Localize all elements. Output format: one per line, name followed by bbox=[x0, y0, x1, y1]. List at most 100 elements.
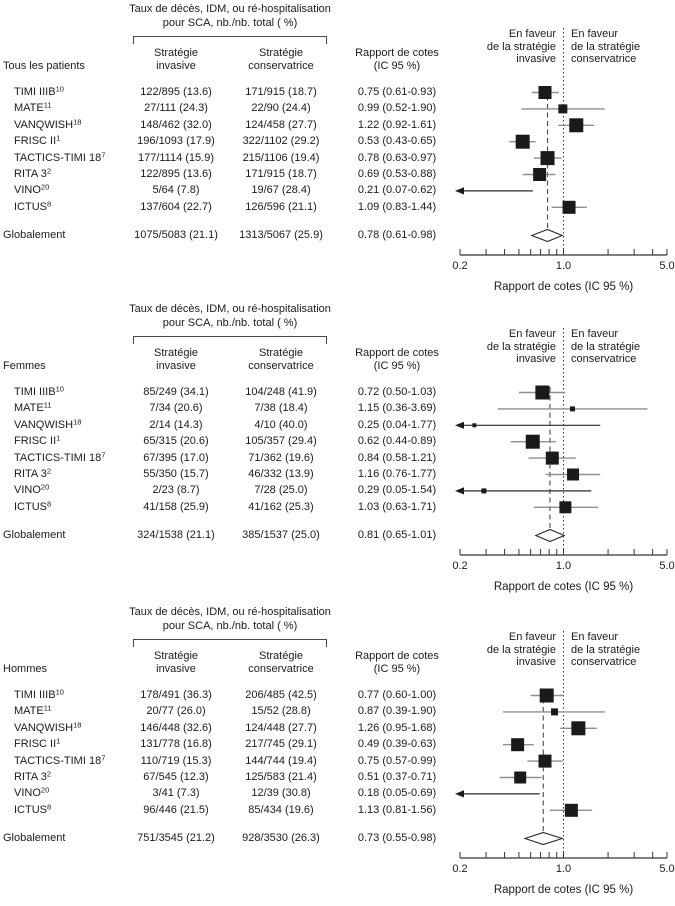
col-header-odds-ratio-1: Rapport de cotes bbox=[355, 47, 439, 59]
study-name: FRISC II bbox=[14, 738, 57, 751]
study-reference-number: 7 bbox=[101, 753, 106, 763]
invasive-value: 55/350 (15.7) bbox=[143, 468, 209, 480]
overall-label: Globalement bbox=[3, 529, 66, 541]
favor-invasive-label-line: invasive bbox=[516, 353, 556, 365]
column-group-title-line2: pour SCA, nb./nb. total ( %) bbox=[162, 16, 298, 29]
study-label: TACTICS-TIMI 187 bbox=[14, 451, 105, 466]
invasive-value: 196/1093 (17.9) bbox=[137, 135, 215, 148]
overall-invasive-value: 751/3545 (21.2) bbox=[137, 832, 215, 844]
or-point-square bbox=[538, 86, 552, 99]
or-point-square bbox=[569, 118, 584, 133]
conservative-value: 171/915 (18.7) bbox=[245, 86, 317, 98]
x-axis-tick-label: 5.0 bbox=[659, 863, 674, 875]
study-label: ICTUS8 bbox=[14, 500, 51, 515]
conservative-value: 125/583 (21.4) bbox=[245, 771, 317, 783]
col-header-conservative-1: Stratégie bbox=[258, 347, 304, 359]
study-name: VINO bbox=[14, 184, 41, 197]
favor-invasive-label-line: En faveur bbox=[508, 28, 556, 40]
study-label: FRISC II1 bbox=[14, 434, 60, 449]
favor-conservative-label-line: de la stratégie bbox=[571, 40, 641, 53]
overall-invasive-value: 1075/5083 (21.1) bbox=[134, 229, 218, 241]
invasive-value: 85/249 (34.1) bbox=[143, 386, 209, 398]
overall-odds-ratio-value: 0.81 (0.65-1.01) bbox=[357, 529, 437, 541]
study-name: ICTUS bbox=[14, 200, 47, 213]
study-label: ICTUS8 bbox=[14, 200, 51, 215]
study-name: TIMI IIIB bbox=[14, 86, 56, 98]
odds-ratio-value: 1.13 (0.81-1.56) bbox=[357, 803, 437, 816]
or-point-square bbox=[538, 754, 552, 768]
study-reference-number: 1 bbox=[56, 736, 61, 746]
study-label: VANQWISH18 bbox=[14, 721, 81, 736]
col-header-conservative-2: conservatrice bbox=[248, 59, 314, 72]
study-label: TIMI IIIB10 bbox=[14, 688, 64, 703]
column-span-bracket bbox=[133, 36, 327, 44]
study-label: MATE11 bbox=[14, 101, 52, 116]
favor-conservative-label-line: conservatrice bbox=[571, 353, 637, 365]
invasive-value: 177/1114 (15.9) bbox=[137, 151, 215, 164]
study-reference-number: 10 bbox=[55, 384, 64, 394]
x-axis-tick-label: 1.0 bbox=[556, 560, 571, 572]
or-point-square bbox=[511, 738, 525, 752]
or-point-square bbox=[515, 134, 530, 149]
invasive-value: 122/895 (13.6) bbox=[140, 168, 212, 180]
study-reference-number: 1 bbox=[56, 433, 61, 443]
odds-ratio-value: 1.09 (0.83-1.44) bbox=[357, 200, 437, 213]
odds-ratio-value: 0.53 (0.43-0.65) bbox=[357, 135, 437, 148]
col-header-invasive-1: Stratégie bbox=[153, 47, 199, 59]
or-point-square bbox=[539, 688, 554, 703]
x-axis-title: Rapport de cotes (IC 95 %) bbox=[494, 884, 634, 896]
col-header-conservative-1: Stratégie bbox=[258, 650, 304, 662]
favor-invasive-label-line: de la stratégie bbox=[486, 40, 556, 53]
left-arrowhead bbox=[455, 421, 464, 429]
study-reference-number: 11 bbox=[43, 400, 52, 410]
favor-invasive-label-line: invasive bbox=[516, 53, 556, 65]
conservative-value: 85/434 (19.6) bbox=[248, 803, 314, 816]
odds-ratio-value: 1.15 (0.36-3.69) bbox=[357, 402, 437, 415]
study-label: TACTICS-TIMI 187 bbox=[14, 151, 105, 166]
study-label: VINO20 bbox=[14, 183, 49, 198]
or-point-square bbox=[569, 406, 575, 412]
favor-invasive-label-line: de la stratégie bbox=[486, 643, 556, 656]
favor-conservative-label-line: de la stratégie bbox=[571, 340, 641, 353]
study-label: TACTICS-TIMI 187 bbox=[14, 754, 105, 769]
column-group-title-line1: Taux de décès, IDM, ou ré-hospitalisatio… bbox=[129, 303, 331, 315]
study-reference-number: 20 bbox=[40, 785, 50, 795]
x-axis-tick-label: 5.0 bbox=[659, 560, 674, 572]
study-name: VINO bbox=[14, 484, 41, 497]
col-header-invasive-2: invasive bbox=[156, 59, 196, 72]
study-reference-number: 10 bbox=[55, 687, 64, 697]
odds-ratio-value: 0.51 (0.37-0.71) bbox=[357, 771, 437, 783]
x-axis-tick-label: 0.2 bbox=[452, 863, 467, 875]
group-label: Femmes bbox=[3, 359, 46, 372]
invasive-value: 96/446 (21.5) bbox=[143, 803, 209, 816]
study-label: TIMI IIIB10 bbox=[14, 385, 64, 400]
col-header-conservative-2: conservatrice bbox=[248, 359, 314, 372]
favor-invasive-label-line: En faveur bbox=[508, 328, 556, 340]
study-reference-number: 11 bbox=[43, 100, 52, 110]
study-name: TIMI IIIB bbox=[14, 689, 56, 701]
study-reference-number: 20 bbox=[40, 482, 50, 492]
conservative-value: 124/448 (27.7) bbox=[245, 721, 317, 734]
study-name: MATE bbox=[14, 705, 44, 718]
column-span-bracket bbox=[133, 336, 327, 344]
col-header-conservative-2: conservatrice bbox=[248, 662, 314, 675]
odds-ratio-value: 0.69 (0.53-0.88) bbox=[357, 168, 437, 180]
odds-ratio-value: 0.87 (0.39-1.90) bbox=[357, 705, 437, 718]
odds-ratio-value: 0.18 (0.05-0.69) bbox=[357, 787, 437, 800]
overall-conservative-value: 385/1537 (25.0) bbox=[242, 529, 320, 541]
study-reference-number: 2 bbox=[46, 166, 51, 176]
invasive-value: 2/23 (8.7) bbox=[152, 484, 200, 497]
study-reference-number: 10 bbox=[55, 84, 64, 94]
col-header-odds-ratio-2: (IC 95 %) bbox=[373, 359, 421, 372]
conservative-value: 7/28 (25.0) bbox=[254, 484, 308, 497]
favor-conservative-label-line: conservatrice bbox=[571, 656, 637, 668]
or-point-square bbox=[481, 488, 487, 494]
overall-diamond bbox=[523, 831, 565, 846]
favor-conservative-label-line: En faveur bbox=[571, 328, 619, 340]
x-axis-tick-label: 0.2 bbox=[452, 560, 467, 572]
overall-diamond bbox=[530, 228, 564, 243]
odds-ratio-value: 0.21 (0.07-0.62) bbox=[357, 184, 437, 197]
conservative-value: 217/745 (29.1) bbox=[245, 738, 317, 751]
study-label: ICTUS8 bbox=[14, 803, 51, 818]
